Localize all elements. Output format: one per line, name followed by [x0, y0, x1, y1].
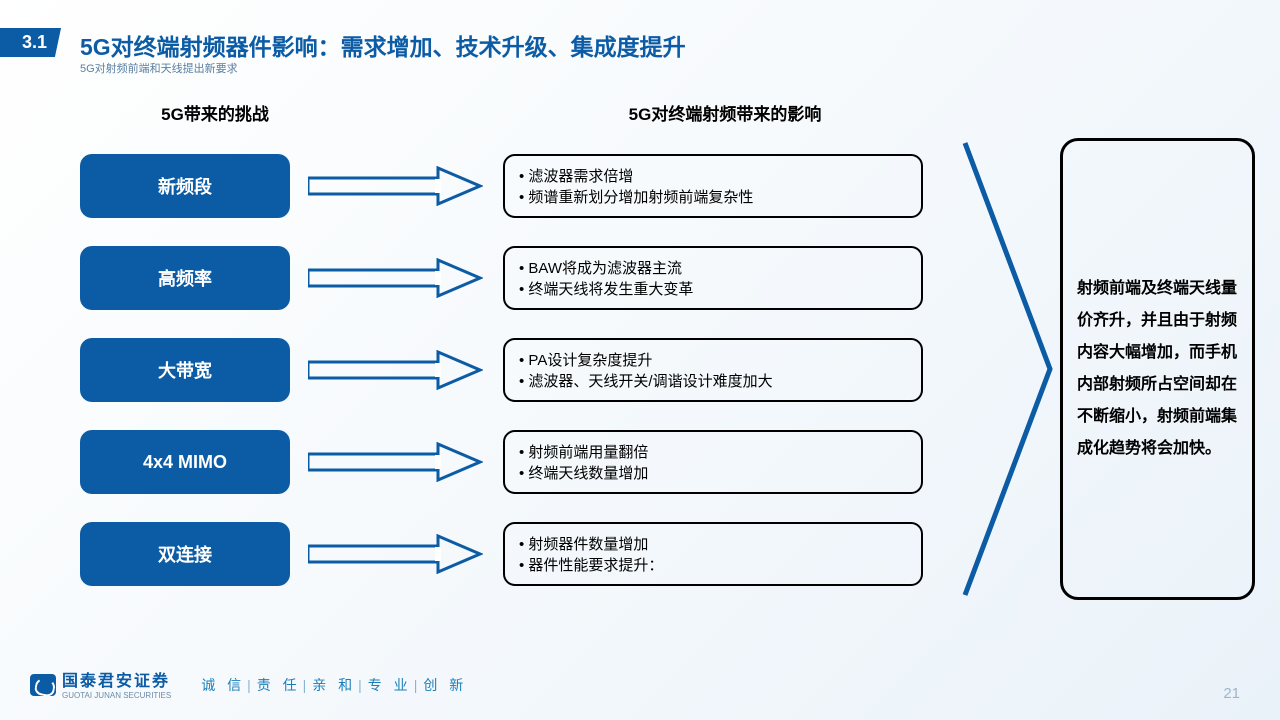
impact-box: 滤波器需求倍增频谱重新划分增加射频前端复杂性: [503, 154, 923, 218]
impact-item: 射频器件数量增加: [519, 533, 907, 554]
challenge-box: 双连接: [80, 522, 290, 586]
page-number: 21: [1223, 685, 1240, 702]
diagram-row: 大带宽 PA设计复杂度提升滤波器、天线开关/调谐设计难度加大: [80, 324, 950, 416]
impact-box: BAW将成为滤波器主流终端天线将发生重大变革: [503, 246, 923, 310]
big-arrow-icon: [960, 138, 1055, 605]
impact-item: 频谱重新划分增加射频前端复杂性: [519, 186, 907, 207]
impact-item: 终端天线将发生重大变革: [519, 278, 907, 299]
logo-subtext: GUOTAI JUNAN SECURITIES: [62, 691, 171, 700]
impact-box: 射频器件数量增加器件性能要求提升：: [503, 522, 923, 586]
conclusion-box: 射频前端及终端天线量价齐升，并且由于射频内容大幅增加，而手机内部射频所占空间却在…: [1060, 138, 1255, 600]
motto-separator: |: [358, 677, 366, 693]
logo-icon: [30, 674, 56, 696]
arrow-icon: [308, 166, 483, 206]
diagram-row: 4x4 MIMO 射频前端用量翻倍终端天线数量增加: [80, 416, 950, 508]
page-subtitle: 5G对射频前端和天线提出新要求: [80, 60, 238, 76]
diagram-row: 双连接 射频器件数量增加器件性能要求提升：: [80, 508, 950, 600]
impact-item: 器件性能要求提升：: [519, 554, 907, 575]
challenge-box: 高频率: [80, 246, 290, 310]
arrow-icon: [308, 442, 483, 482]
motto-part: 亲 和: [312, 677, 356, 693]
logo-text: 国泰君安证券: [62, 667, 197, 691]
conclusion-text: 射频前端及终端天线量价齐升，并且由于射频内容大幅增加，而手机内部射频所占空间却在…: [1077, 273, 1238, 465]
footer-motto: 诚 信|责 任|亲 和|专 业|创 新: [201, 675, 467, 695]
arrow-icon: [308, 258, 483, 298]
challenge-box: 大带宽: [80, 338, 290, 402]
page-title: 5G对终端射频器件影响：需求增加、技术升级、集成度提升: [80, 28, 686, 62]
motto-separator: |: [414, 677, 422, 693]
footer: 国泰君安证券 GUOTAI JUNAN SECURITIES 诚 信|责 任|亲…: [30, 667, 1250, 702]
motto-part: 责 任: [257, 677, 301, 693]
impact-item: PA设计复杂度提升: [519, 349, 907, 370]
impact-box: PA设计复杂度提升滤波器、天线开关/调谐设计难度加大: [503, 338, 923, 402]
section-number: 3.1: [0, 28, 61, 57]
arrow-icon: [308, 534, 483, 574]
motto-part: 创 新: [423, 677, 467, 693]
motto-separator: |: [247, 677, 255, 693]
column-header-challenges: 5G带来的挑战: [110, 100, 320, 125]
challenge-box: 4x4 MIMO: [80, 430, 290, 494]
impact-item: BAW将成为滤波器主流: [519, 257, 907, 278]
motto-part: 专 业: [368, 677, 412, 693]
impact-item: 射频前端用量翻倍: [519, 441, 907, 462]
diagram-rows: 新频段 滤波器需求倍增频谱重新划分增加射频前端复杂性高频率 BAW将成为滤波器主…: [80, 140, 950, 600]
challenge-box: 新频段: [80, 154, 290, 218]
column-header-impacts: 5G对终端射频带来的影响: [550, 100, 900, 125]
motto-separator: |: [303, 677, 311, 693]
impact-item: 终端天线数量增加: [519, 462, 907, 483]
impact-item: 滤波器、天线开关/调谐设计难度加大: [519, 370, 907, 391]
diagram-area: 5G带来的挑战 5G对终端射频带来的影响 新频段 滤波器需求倍增频谱重新划分增加…: [80, 100, 1250, 650]
impact-box: 射频前端用量翻倍终端天线数量增加: [503, 430, 923, 494]
impact-item: 滤波器需求倍增: [519, 165, 907, 186]
motto-part: 诚 信: [201, 677, 245, 693]
diagram-row: 高频率 BAW将成为滤波器主流终端天线将发生重大变革: [80, 232, 950, 324]
diagram-row: 新频段 滤波器需求倍增频谱重新划分增加射频前端复杂性: [80, 140, 950, 232]
arrow-icon: [308, 350, 483, 390]
